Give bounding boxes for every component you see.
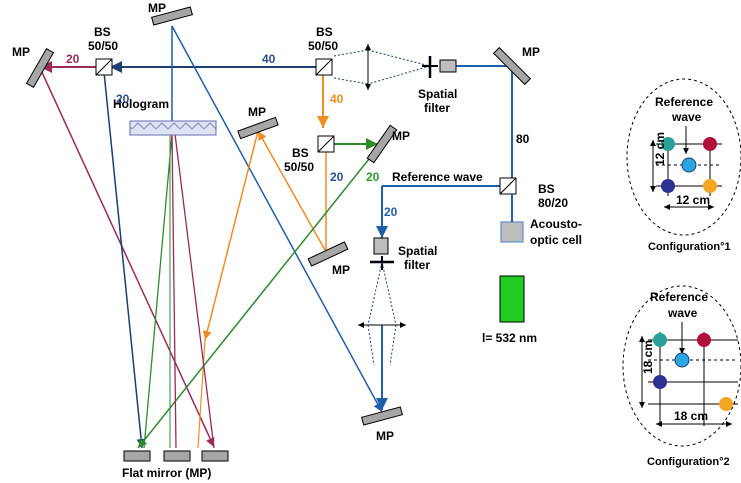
label-bs-80-20: BS — [538, 182, 555, 196]
beam-paths — [39, 25, 513, 449]
c2-dim-h: 18 cm — [674, 409, 708, 423]
c1-dot-orange — [703, 179, 717, 193]
labels: MP MP BS 50/50 BS 50/50 MP Hologram MP M… — [12, 1, 582, 480]
c1-dot-teal — [661, 137, 675, 151]
label-bs-80-20-ratio: 80/20 — [538, 196, 568, 210]
label-acousto: Acousto- — [530, 217, 582, 231]
label-bs-second-ratio: 50/50 — [284, 160, 314, 174]
value-40-orange: 40 — [330, 92, 344, 106]
label-optic-cell: optic cell — [530, 233, 582, 247]
mirror-mid-left — [237, 116, 279, 140]
configuration-2: Reference wave 18 cm 18 cm Configuration… — [622, 285, 741, 468]
laser-source — [499, 275, 525, 323]
c2-dot-navy — [653, 375, 667, 389]
label-flat-mirror: Flat mirror (MP) — [122, 466, 211, 480]
mirrors — [25, 6, 532, 462]
c2-reference-label: Reference — [650, 290, 708, 304]
label-mp-left: MP — [12, 45, 30, 59]
c2-dot-center — [674, 352, 690, 368]
mirror-top — [151, 6, 193, 26]
c2-caption: Configuration°2 — [647, 456, 730, 468]
c1-dot-navy — [661, 179, 675, 193]
c2-dot-orange — [719, 397, 733, 411]
label-mp-mid-left: MP — [248, 105, 266, 119]
c2-dot-teal — [653, 333, 667, 347]
mirror-mid-right — [366, 124, 398, 164]
c1-wave-label: wave — [671, 110, 702, 124]
spatial-filter-bottom — [358, 237, 406, 366]
value-80: 80 — [516, 132, 530, 146]
c1-caption: Configuration°1 — [648, 241, 731, 253]
label-mp-bottom-mid: MP — [332, 263, 350, 277]
beam-values: 80 40 40 20 20 20 20 20 — [66, 52, 530, 219]
label-bs-second: BS — [292, 146, 309, 160]
beam-splitters — [95, 58, 517, 195]
hologram-plate — [129, 120, 217, 136]
label-filter-bottom: filter — [404, 258, 430, 272]
c2-dot-red — [697, 333, 711, 347]
c1-dot-center — [681, 157, 697, 173]
flat-mirror-2 — [163, 450, 191, 462]
c1-dot-red — [703, 137, 717, 151]
c1-dim-h: 12 cm — [676, 193, 710, 207]
acousto-optic-cell — [500, 221, 524, 243]
mirror-left — [25, 47, 55, 89]
value-20-maroon: 20 — [66, 52, 80, 66]
label-mp-bottom-right: MP — [376, 429, 394, 443]
label-spatial-bottom: Spatial — [398, 244, 437, 258]
value-20-blue-mid: 20 — [330, 170, 344, 184]
label-hologram: Hologram — [113, 97, 169, 111]
label-bs-top-ratio: 50/50 — [308, 39, 338, 53]
c2-wave-label: wave — [667, 306, 698, 320]
label-bs-left: BS — [94, 25, 111, 39]
label-reference-wave: Reference wave — [392, 170, 483, 184]
flat-mirror-3 — [201, 450, 229, 462]
value-20-blue-left: 20 — [116, 92, 130, 106]
value-40-top: 40 — [262, 52, 276, 66]
label-filter-top: filter — [424, 101, 450, 115]
label-mp-mid-right: MP — [392, 129, 410, 143]
value-20-green: 20 — [366, 170, 380, 184]
flat-mirror-1 — [123, 450, 151, 462]
label-laser: l= 532 nm — [482, 331, 537, 345]
mirror-bottom-mid — [307, 241, 349, 267]
mirror-bottom-right — [361, 406, 403, 426]
label-spatial-top: Spatial — [418, 87, 457, 101]
spatial-filter-top — [333, 44, 457, 90]
label-mp-corner: MP — [522, 45, 540, 59]
label-mp-top: MP — [148, 1, 166, 15]
label-bs-left-ratio: 50/50 — [88, 39, 118, 53]
c1-dim-v: 12 cm — [653, 132, 667, 166]
c1-reference-label: Reference — [655, 95, 713, 109]
configuration-1: Reference wave 12 cm 12 cm Configuration… — [626, 78, 741, 253]
label-bs-top: BS — [316, 25, 333, 39]
value-20-blue-bs: 20 — [384, 205, 398, 219]
c2-dim-v: 18 cm — [641, 340, 655, 374]
mirror-corner — [492, 46, 532, 86]
